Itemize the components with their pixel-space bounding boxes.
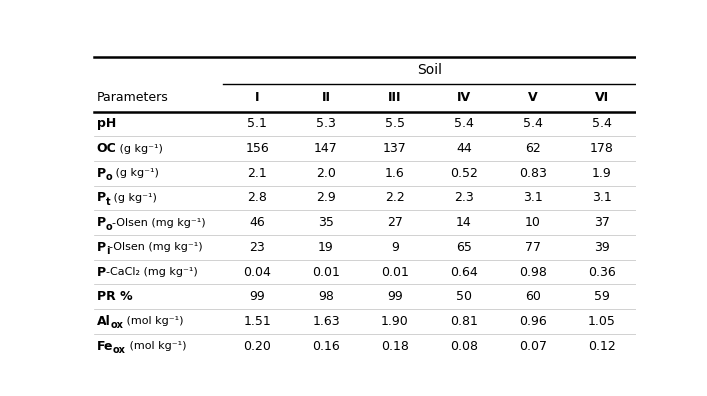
Text: 2.9: 2.9 [316, 192, 336, 204]
Text: 2.3: 2.3 [454, 192, 474, 204]
Text: 3.1: 3.1 [592, 192, 612, 204]
Text: 0.07: 0.07 [519, 340, 547, 353]
Text: P: P [97, 167, 106, 180]
Text: 77: 77 [525, 241, 541, 254]
Text: 5.4: 5.4 [523, 117, 543, 130]
Text: 1.51: 1.51 [243, 315, 271, 328]
Text: PR %: PR % [97, 290, 132, 303]
Text: 1.6: 1.6 [385, 167, 405, 180]
Text: 50: 50 [456, 290, 472, 303]
Text: OC: OC [97, 142, 117, 155]
Text: 137: 137 [383, 142, 407, 155]
Text: 59: 59 [594, 290, 609, 303]
Text: 1.05: 1.05 [588, 315, 616, 328]
Text: 14: 14 [456, 216, 472, 229]
Text: 0.52: 0.52 [450, 167, 478, 180]
Text: -Olsen (mg kg⁻¹): -Olsen (mg kg⁻¹) [109, 242, 203, 252]
Text: 37: 37 [594, 216, 609, 229]
Text: 2.2: 2.2 [385, 192, 405, 204]
Text: 156: 156 [245, 142, 269, 155]
Text: 98: 98 [318, 290, 334, 303]
Text: 0.83: 0.83 [519, 167, 547, 180]
Text: 0.18: 0.18 [381, 340, 409, 353]
Text: 0.16: 0.16 [312, 340, 340, 353]
Text: o: o [106, 172, 112, 182]
Text: -CaCl₂ (mg kg⁻¹): -CaCl₂ (mg kg⁻¹) [106, 267, 197, 277]
Text: 1.90: 1.90 [381, 315, 409, 328]
Text: III: III [388, 91, 402, 104]
Text: 0.04: 0.04 [243, 266, 271, 279]
Text: Soil: Soil [417, 63, 442, 77]
Text: 0.96: 0.96 [519, 315, 547, 328]
Text: 5.1: 5.1 [247, 117, 267, 130]
Text: 147: 147 [314, 142, 338, 155]
Text: P: P [97, 266, 106, 279]
Text: 19: 19 [318, 241, 334, 254]
Text: Fe: Fe [97, 340, 113, 353]
Text: (g kg⁻¹): (g kg⁻¹) [110, 193, 157, 203]
Text: V: V [528, 91, 538, 104]
Text: ox: ox [113, 345, 126, 355]
Text: P: P [97, 241, 106, 254]
Text: 0.08: 0.08 [450, 340, 478, 353]
Text: pH: pH [97, 117, 116, 130]
Text: VI: VI [595, 91, 609, 104]
Text: 0.36: 0.36 [588, 266, 616, 279]
Text: 1.9: 1.9 [592, 167, 612, 180]
Text: 3.1: 3.1 [523, 192, 543, 204]
Text: i: i [106, 246, 109, 256]
Text: 27: 27 [387, 216, 403, 229]
Text: 5.4: 5.4 [592, 117, 612, 130]
Text: 62: 62 [525, 142, 541, 155]
Text: 46: 46 [249, 216, 265, 229]
Text: 0.12: 0.12 [588, 340, 616, 353]
Text: (g kg⁻¹): (g kg⁻¹) [112, 168, 159, 178]
Text: ox: ox [110, 320, 123, 330]
Text: 0.01: 0.01 [312, 266, 340, 279]
Text: 44: 44 [456, 142, 472, 155]
Text: 10: 10 [525, 216, 541, 229]
Text: 99: 99 [387, 290, 403, 303]
Text: 2.1: 2.1 [247, 167, 267, 180]
Text: P: P [97, 216, 106, 229]
Text: 60: 60 [525, 290, 541, 303]
Text: t: t [106, 197, 110, 207]
Text: 0.64: 0.64 [450, 266, 478, 279]
Text: 39: 39 [594, 241, 609, 254]
Text: IV: IV [457, 91, 471, 104]
Text: 0.20: 0.20 [243, 340, 271, 353]
Text: 65: 65 [456, 241, 472, 254]
Text: 1.63: 1.63 [312, 315, 340, 328]
Text: 5.4: 5.4 [454, 117, 474, 130]
Text: 35: 35 [318, 216, 334, 229]
Text: 9: 9 [391, 241, 399, 254]
Text: I: I [255, 91, 259, 104]
Text: 5.5: 5.5 [385, 117, 405, 130]
Text: 0.01: 0.01 [381, 266, 409, 279]
Text: Parameters: Parameters [97, 91, 168, 104]
Text: II: II [322, 91, 331, 104]
Text: o: o [106, 222, 112, 232]
Text: 2.8: 2.8 [247, 192, 267, 204]
Text: Al: Al [97, 315, 110, 328]
Text: 178: 178 [590, 142, 614, 155]
Text: 2.0: 2.0 [316, 167, 336, 180]
Text: 99: 99 [249, 290, 265, 303]
Text: (mol kg⁻¹): (mol kg⁻¹) [123, 316, 184, 326]
Text: (mol kg⁻¹): (mol kg⁻¹) [126, 341, 187, 351]
Text: 23: 23 [249, 241, 265, 254]
Text: 0.98: 0.98 [519, 266, 547, 279]
Text: -Olsen (mg kg⁻¹): -Olsen (mg kg⁻¹) [112, 218, 206, 228]
Text: (g kg⁻¹): (g kg⁻¹) [117, 144, 163, 154]
Text: 0.81: 0.81 [450, 315, 478, 328]
Text: 5.3: 5.3 [316, 117, 336, 130]
Text: P: P [97, 192, 106, 204]
